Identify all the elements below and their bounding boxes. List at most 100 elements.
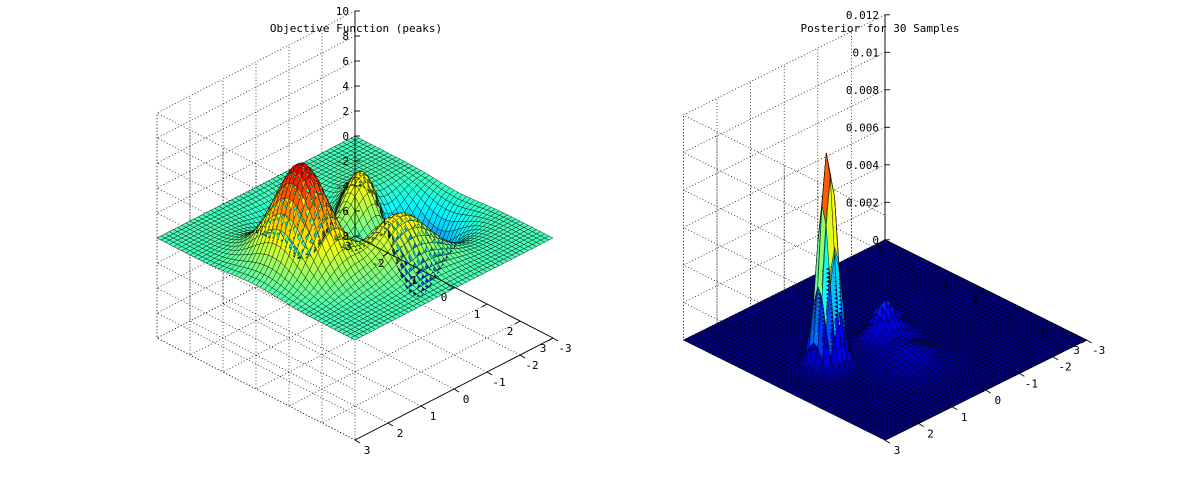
y-tick-label: 1 [961, 411, 968, 424]
y-tick [420, 405, 427, 410]
x-tick [980, 289, 987, 294]
y-tick [354, 439, 361, 444]
y-tick [387, 422, 394, 427]
z-tick-label: 0.002 [846, 196, 879, 209]
z-tick-label: 8 [342, 30, 349, 43]
y-tick-label: -2 [1058, 361, 1071, 374]
x-tick-label: 1 [474, 308, 481, 321]
y-tick [552, 337, 559, 342]
grid-line-x [783, 165, 986, 391]
x-tick-label: -2 [902, 261, 915, 274]
plot-title: Objective Function (peaks) [270, 22, 442, 35]
x-tick [1014, 306, 1020, 310]
grid-line-x [716, 131, 919, 358]
x-tick-label: 1 [1006, 311, 1013, 324]
y-tick [1086, 339, 1092, 344]
grid-line-x [750, 148, 953, 374]
tick-labels: 0 0.002 0.004 0.006 0.008 0.01 0.012 -3 -2 -1 0 1 2 3… [846, 9, 1105, 457]
surface-mesh [156, 135, 554, 341]
axes [879, 14, 1092, 444]
x-tick [382, 252, 389, 257]
y-tick [519, 354, 526, 359]
y-tick [918, 423, 924, 427]
x-tick-label: 0 [441, 291, 448, 304]
grid-line-y [817, 48, 1020, 374]
x-tick-label: -3 [338, 240, 351, 253]
z-tick-label: -6 [336, 205, 349, 218]
x-tick-label: -2 [371, 257, 384, 270]
grid-line-y [716, 98, 919, 424]
grid-line-y [222, 79, 422, 407]
y-tick [486, 371, 493, 376]
x-tick-label: 2 [1040, 327, 1047, 340]
y-tick [1052, 356, 1059, 361]
grid-line-y [783, 64, 986, 391]
grid-line-y [851, 31, 1054, 358]
x-tick [913, 256, 919, 260]
grid-line-z [682, 14, 886, 216]
z-tick-label: 0.006 [846, 121, 879, 134]
x-tick-label: -1 [404, 274, 417, 287]
y-tick-label: -1 [1025, 377, 1038, 390]
z-tick-label: 4 [342, 80, 349, 93]
x-tick [547, 337, 554, 342]
z-tick-label: 0.012 [846, 9, 879, 22]
z-tick-label: 0.008 [846, 84, 879, 97]
grid-line-y [255, 62, 455, 390]
x-tick-label: 3 [540, 342, 547, 355]
grid-line-y [156, 113, 356, 441]
x-tick-label: 0 [972, 294, 979, 307]
y-tick-label: -3 [558, 342, 571, 355]
y-tick-label: 1 [430, 410, 437, 423]
plot-posterior: Posterior for 30 Samples 0 0.002 0.004 0.00… [682, 9, 1105, 457]
y-tick-label: 3 [894, 444, 901, 457]
x-tick-label: -3 [868, 244, 881, 257]
y-tick-label: 2 [927, 428, 934, 441]
y-tick [453, 388, 460, 393]
x-tick [481, 303, 488, 308]
y-tick-label: -2 [525, 359, 538, 372]
axes [349, 10, 559, 444]
x-tick [514, 320, 521, 325]
surface-mesh [682, 152, 1088, 441]
x-tick [1047, 322, 1054, 327]
z-tick-label: -8 [336, 230, 349, 243]
z-tick-label: 0.004 [846, 159, 879, 172]
z-tick-label: 0 [342, 130, 349, 143]
x-tick [1081, 339, 1087, 344]
y-tick-label: -3 [1092, 344, 1105, 357]
y-tick-label: 2 [397, 427, 404, 440]
grid-line-y [321, 28, 521, 356]
y-tick-label: 0 [463, 393, 470, 406]
y-tick [951, 406, 958, 411]
y-tick [884, 439, 891, 444]
x-tick [946, 272, 953, 277]
z-tick-label: 0 [872, 234, 879, 247]
z-tick-label: 0.01 [853, 46, 880, 59]
plot-title: Posterior for 30 Samples [801, 22, 960, 35]
y-tick-label: -1 [492, 376, 505, 389]
x-tick [349, 235, 356, 240]
y-tick [1019, 373, 1025, 377]
x-tick [415, 269, 422, 274]
x-tick-label: 2 [507, 325, 514, 338]
grid-line-y [683, 115, 886, 441]
y-tick-label: 0 [994, 394, 1001, 407]
grid-line-y [189, 96, 389, 424]
grid-line-y [750, 81, 953, 408]
z-tick-label: 6 [342, 55, 349, 68]
x-tick [448, 286, 455, 291]
z-tick-label: -2 [336, 155, 349, 168]
x-tick [879, 239, 886, 244]
z-tick-label: 2 [342, 105, 349, 118]
y-tick [985, 389, 992, 394]
plot-objective-function: Objective Function (peaks) -8 -6 -4 -2 0 2 4 6 8… [156, 5, 572, 457]
z-tick-label: -4 [336, 180, 350, 193]
grid-line-x [321, 198, 521, 424]
x-tick-label: -1 [936, 277, 949, 290]
grid-line-y [288, 45, 488, 373]
x-tick-label: 3 [1073, 344, 1080, 357]
surface-facet [544, 235, 554, 241]
